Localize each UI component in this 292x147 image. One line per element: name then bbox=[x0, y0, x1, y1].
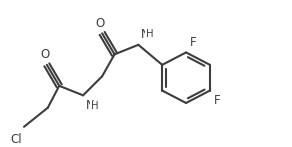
Text: N: N bbox=[86, 99, 95, 112]
Text: O: O bbox=[40, 48, 50, 61]
Text: F: F bbox=[190, 36, 197, 49]
Text: O: O bbox=[95, 17, 105, 30]
Text: Cl: Cl bbox=[11, 133, 22, 146]
Text: F: F bbox=[214, 94, 220, 107]
Text: H: H bbox=[146, 29, 154, 39]
Text: H: H bbox=[91, 101, 98, 111]
Text: N: N bbox=[141, 28, 150, 41]
